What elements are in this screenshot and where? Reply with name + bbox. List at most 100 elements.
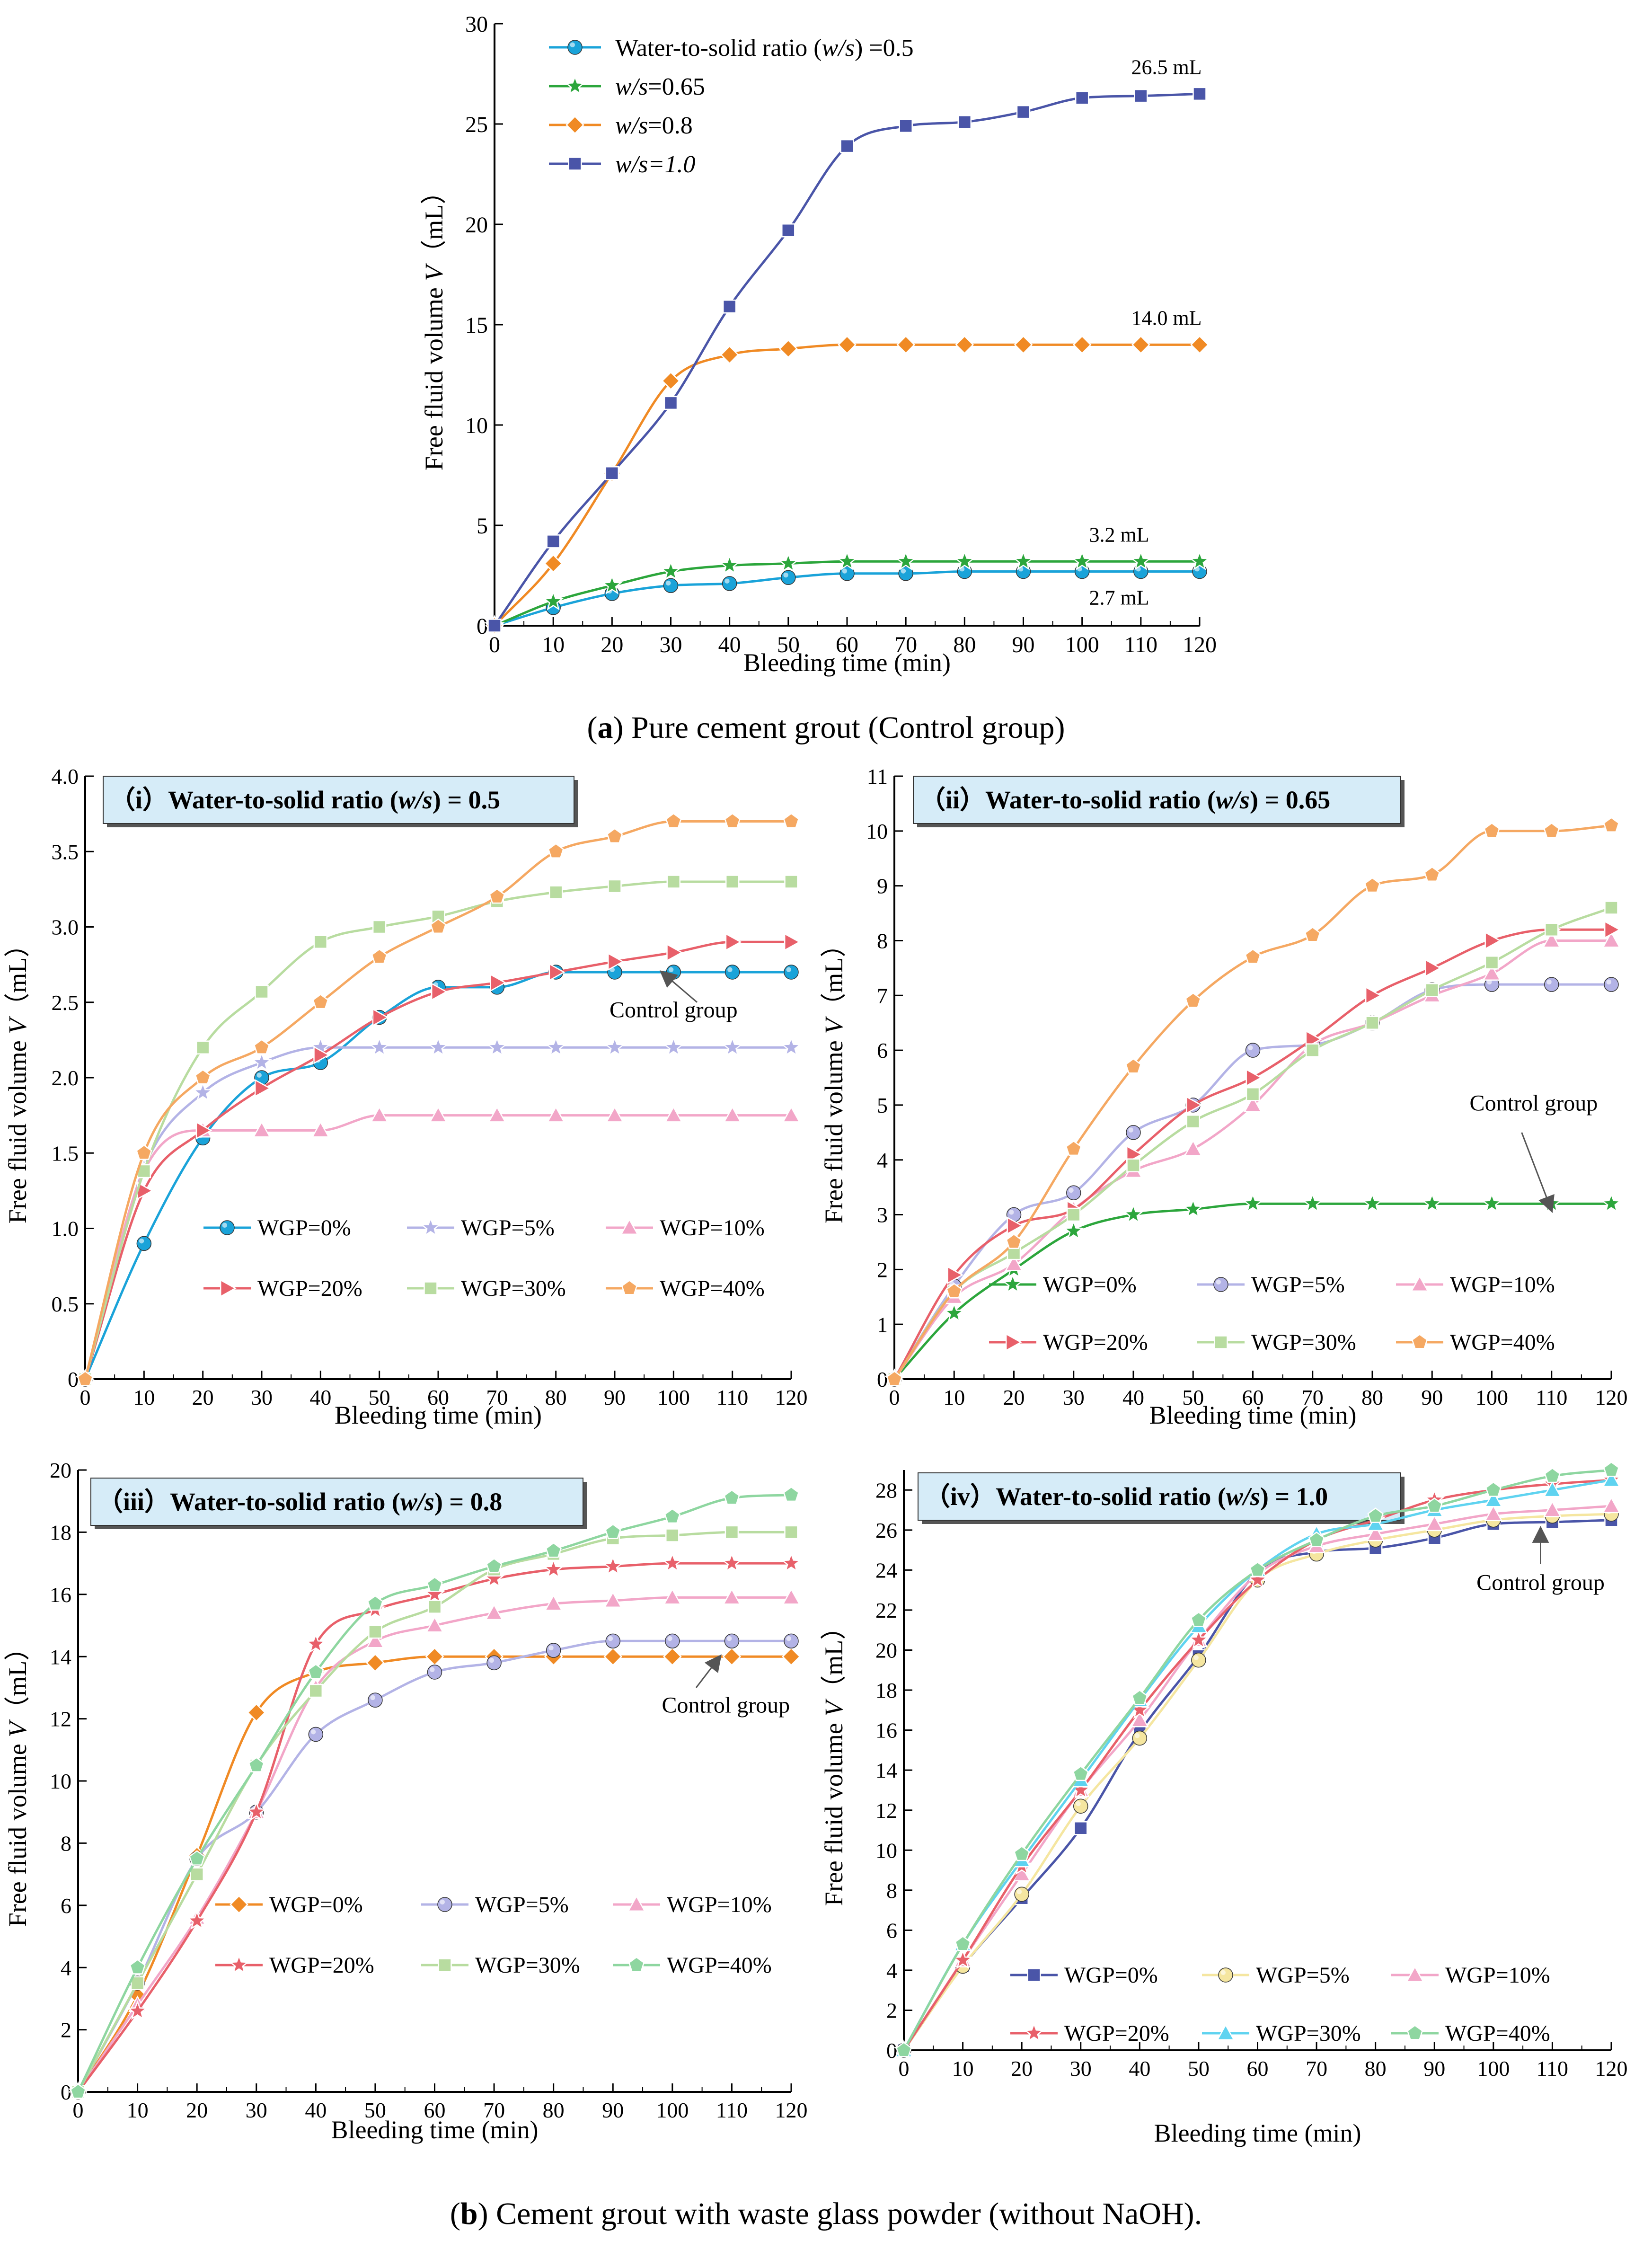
- b2-data-point-5-0: [886, 1370, 903, 1386]
- b2-data-point-2-10: [1483, 964, 1501, 981]
- a-legend-marker-2: [565, 115, 584, 134]
- b2-data-point-1-4: [1126, 1125, 1141, 1140]
- b3-x-axis-label: Bleeding time (min): [331, 2116, 539, 2144]
- b3-data-point-1-10-shine: [667, 1636, 672, 1641]
- b2-legend-marker-4: [1214, 1335, 1228, 1349]
- b1-legend-label-4: WGP=30%: [461, 1276, 566, 1301]
- b4-y-tick-label: 26: [875, 1518, 897, 1542]
- b3-data-point-1-9: [605, 1633, 620, 1649]
- a-data-point-2-6: [838, 335, 857, 354]
- b3-y-tick-label: 8: [61, 1832, 71, 1856]
- b3-data-point-3-10: [662, 1552, 683, 1572]
- b1-data-point-1-2: [192, 1081, 213, 1102]
- b2-x-tick-label: 50: [1182, 1385, 1204, 1409]
- b4-series-line-4: [902, 1479, 1612, 2051]
- a-data-point-0-6-shine: [842, 568, 847, 574]
- b1-x-tick-label: 90: [604, 1385, 626, 1409]
- b3-data-point-3-12: [781, 1552, 802, 1572]
- b2-y-tick-label: 7: [877, 983, 888, 1008]
- b3-data-point-4-2: [190, 1867, 204, 1881]
- b1-data-point-4-11: [725, 875, 740, 889]
- b3-data-point-2-7: [485, 1603, 504, 1621]
- b4-data-point-1-2: [1014, 1887, 1029, 1902]
- b3-legend-label-2: WGP=10%: [667, 1892, 772, 1917]
- b2-y-tick-label: 1: [877, 1312, 888, 1337]
- b4-series-line-1: [902, 1513, 1612, 2051]
- b4-legend-marker-4: [1216, 2024, 1235, 2041]
- b4-legend-label-3: WGP=20%: [1064, 2021, 1169, 2046]
- b4-data-point-1-4: [1132, 1730, 1148, 1746]
- b1-data-point-3-5: [372, 1008, 389, 1027]
- chart-panel-b2: 0 10 20 30 40 50 60 70 80 90 100 110 120123456789101…: [820, 764, 1628, 1429]
- b3-data-point-0-6: [425, 1647, 444, 1666]
- b3-data-point-4-12: [784, 1525, 798, 1540]
- b4-data-point-3-5: [1188, 1629, 1209, 1649]
- b4-data-point-1-3-shine: [1076, 1801, 1081, 1807]
- b2-data-point-0-1: [944, 1302, 965, 1322]
- b2-legend-marker-1: [1213, 1277, 1228, 1292]
- a-data-point-2-5: [779, 339, 798, 358]
- b4-legend-marker-1-body: [1218, 1967, 1233, 1983]
- b2-y-tick-label: 4: [877, 1148, 888, 1172]
- b2-data-point-1-3: [1066, 1185, 1081, 1200]
- b1-data-point-0-1: [136, 1236, 152, 1251]
- b1-data-point-2-4: [311, 1121, 330, 1138]
- b1-data-point-1-5: [369, 1036, 390, 1056]
- a-data-point-2-4: [720, 345, 739, 364]
- b2-legend-marker-3: [1005, 1333, 1022, 1352]
- b2-legend-label-4: WGP=30%: [1251, 1330, 1356, 1355]
- a-y-tick-label: 10: [465, 413, 488, 438]
- b3-y-tick-label-zero: 0: [61, 2080, 71, 2104]
- b3-x-tick-label: 110: [716, 2098, 748, 2122]
- b1-data-point-0-12: [784, 965, 799, 980]
- b2-y-tick-label: 10: [866, 819, 888, 843]
- b1-x-tick-label: 100: [657, 1385, 690, 1409]
- a-x-tick-label: 10: [542, 632, 565, 657]
- b1-series-line-4: [84, 880, 791, 1380]
- a-data-point-2-9: [1014, 335, 1033, 354]
- b1-annotation: Control group: [610, 998, 738, 1023]
- chart-panel-b1: 0 10 20 30 40 50 60 70 80 90 100 110 120 0.5 1.0 1.5 2.0…: [3, 764, 808, 1429]
- a-y-tick-label: 5: [477, 514, 488, 539]
- b4-legend-label-2: WGP=10%: [1445, 1963, 1550, 1988]
- b3-y-tick-label: 14: [50, 1645, 71, 1669]
- b3-data-point-2-11: [723, 1588, 741, 1605]
- a-data-point-3-12: [1193, 87, 1207, 101]
- b2-legend-marker-1-shine: [1216, 1279, 1221, 1284]
- a-data-point-3-7: [899, 119, 913, 133]
- b4-legend-marker-0: [1027, 1968, 1041, 1982]
- b3-data-point-2-8: [544, 1594, 563, 1611]
- b1-data-point-0-10-shine: [668, 967, 674, 973]
- b2-legend-label-5: WGP=40%: [1450, 1330, 1555, 1355]
- b2-data-point-3-2: [1007, 1216, 1024, 1235]
- b1-data-point-2-6: [429, 1106, 448, 1123]
- chart-panel-b4: 0 10 20 30 40 50 60 70 80 90 100 110 120246810121416…: [820, 1461, 1628, 2147]
- a-x-tick-label: 70: [894, 632, 917, 657]
- b3-data-point-5-4: [308, 1664, 324, 1679]
- b3-data-point-1-8-body: [546, 1643, 561, 1658]
- b4-series-line-3: [902, 1479, 1612, 2051]
- b1-data-point-2-7: [487, 1106, 506, 1123]
- b1-title: （i）Water-to-solid ratio (w/s) = 0.5: [110, 786, 500, 814]
- b1-data-point-5-1: [136, 1144, 152, 1160]
- b4-data-point-1-5-body: [1191, 1652, 1206, 1668]
- b4-data-point-1-3-body: [1073, 1798, 1088, 1814]
- b1-data-point-2-10: [664, 1106, 683, 1123]
- b1-data-point-4-12: [784, 875, 798, 889]
- b2-y-tick-label: 11: [867, 764, 888, 788]
- b4-y-tick-label: 14: [875, 1758, 897, 1782]
- a-data-point-1-10: [1071, 550, 1093, 570]
- b4-data-point-4-8: [1366, 1515, 1385, 1532]
- b3-legend-label-0: WGP=0%: [269, 1892, 363, 1917]
- b1-series-line-1: [84, 1046, 791, 1380]
- b1-y-tick-label-zero: 0: [68, 1367, 79, 1391]
- b3-x-tick-label: 30: [246, 2098, 267, 2122]
- b2-legend-marker-0: [1002, 1273, 1023, 1293]
- b3-data-point-4-11: [724, 1525, 739, 1540]
- b1-data-point-1-10: [663, 1036, 684, 1056]
- b4-data-point-5-7: [1308, 1531, 1325, 1547]
- b2-data-point-1-12-shine: [1606, 979, 1611, 985]
- b3-data-point-1-4-shine: [310, 1729, 316, 1735]
- b1-x-tick-label: 30: [251, 1385, 273, 1409]
- b2-data-point-4-12: [1604, 901, 1618, 915]
